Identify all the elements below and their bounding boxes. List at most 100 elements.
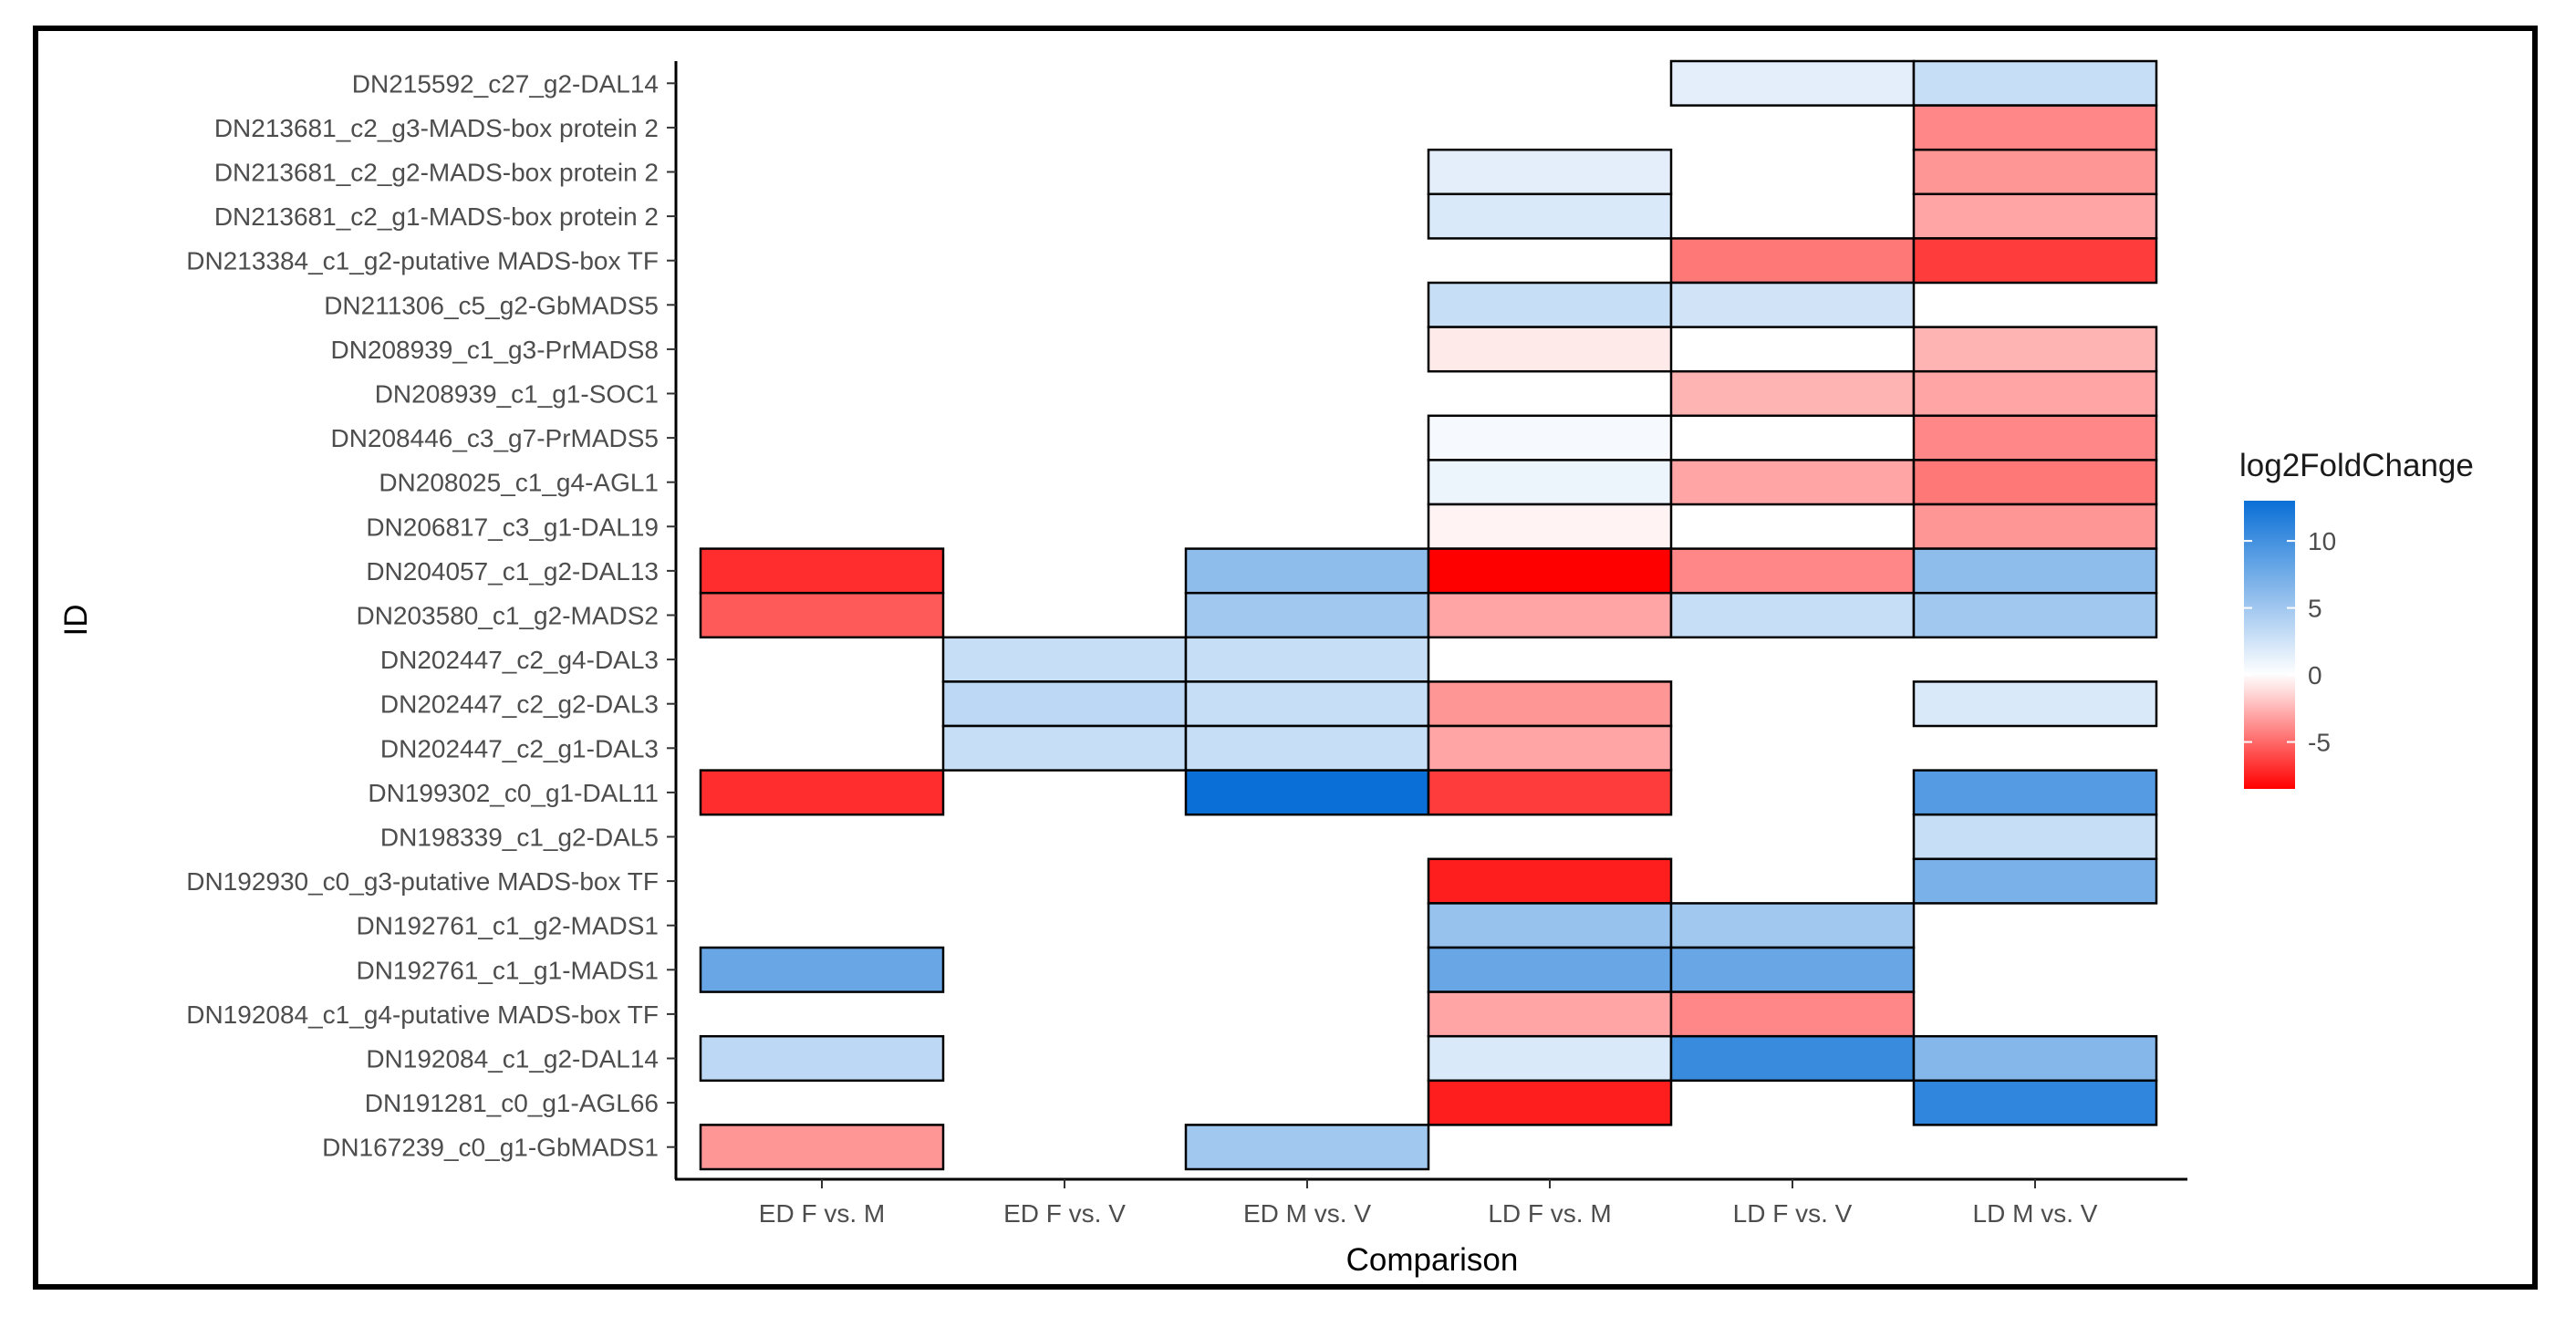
heatmap-cell bbox=[699, 591, 945, 639]
y-tick-label: DN213384_c1_g2-putative MADS-box TF bbox=[186, 247, 659, 275]
heatmap-cell bbox=[1912, 1034, 2158, 1083]
heatmap-cell bbox=[1669, 237, 1916, 285]
heatmap-cell bbox=[1669, 946, 1916, 993]
y-tick-labels: DN215592_c27_g2-DAL14 DN213681_c2_g3-MADS… bbox=[186, 69, 676, 1162]
heatmap-cell bbox=[1912, 414, 2158, 461]
heatmap-cell bbox=[1669, 547, 1916, 595]
heatmap-cell bbox=[1912, 104, 2158, 151]
heatmap-cell bbox=[1912, 326, 2158, 373]
legend-tick-label: 10 bbox=[2308, 527, 2336, 555]
heatmap-cell bbox=[699, 547, 945, 595]
heatmap-cell bbox=[1912, 1079, 2158, 1126]
y-tick-label: DN191281_c0_g1-AGL66 bbox=[365, 1089, 659, 1117]
y-axis-title: ID bbox=[58, 605, 94, 637]
heatmap-cell bbox=[1912, 547, 2158, 595]
y-tick-label: DN192761_c1_g2-MADS1 bbox=[356, 912, 659, 940]
legend-ticks: 10 5 0 -5 bbox=[2244, 527, 2336, 757]
heatmap-cell bbox=[699, 1124, 945, 1171]
heatmap-cell bbox=[1912, 591, 2158, 639]
heatmap-cell bbox=[699, 946, 945, 993]
heatmap-cell bbox=[699, 1034, 945, 1083]
y-tick-label: DN211306_c5_g2-GbMADS5 bbox=[324, 291, 659, 319]
heatmap-cell bbox=[1669, 591, 1916, 639]
y-tick-label: DN208446_c3_g7-PrMADS5 bbox=[330, 424, 659, 452]
y-tick-label: DN208939_c1_g3-PrMADS8 bbox=[330, 336, 659, 364]
heatmap-cell bbox=[1669, 59, 1916, 107]
heatmap-cell bbox=[1427, 990, 1673, 1038]
y-tick-label: DN208939_c1_g1-SOC1 bbox=[375, 380, 659, 409]
legend-title: log2FoldChange bbox=[2239, 448, 2474, 483]
heatmap-cell bbox=[1912, 369, 2158, 418]
heatmap-cell bbox=[1184, 591, 1430, 639]
y-tick-label: DN208025_c1_g4-AGL1 bbox=[379, 469, 659, 497]
y-tick-label: DN213681_c2_g1-MADS-box protein 2 bbox=[214, 202, 659, 231]
heatmap-cell bbox=[1184, 680, 1430, 728]
heatmap-cell bbox=[1669, 902, 1916, 949]
heatmap-cell bbox=[1427, 902, 1673, 949]
heatmap-cell bbox=[1184, 724, 1430, 772]
heatmap-cell bbox=[1912, 503, 2158, 550]
heatmap-cell bbox=[1669, 369, 1916, 418]
y-tick-label: DN192084_c1_g4-putative MADS-box TF bbox=[186, 1000, 659, 1029]
heatmap-cell bbox=[1427, 326, 1673, 373]
heatmap-cell bbox=[1427, 591, 1673, 639]
heatmap-cells bbox=[699, 59, 2158, 1171]
x-tick-labels: ED F vs. M ED F vs. V ED M vs. V LD F vs. M… bbox=[759, 1179, 2098, 1228]
heatmap-cell bbox=[699, 769, 945, 816]
y-tick-label: DN192084_c1_g2-DAL14 bbox=[366, 1045, 659, 1073]
heatmap-cell bbox=[1912, 769, 2158, 816]
heatmap-cell bbox=[1427, 857, 1673, 905]
y-tick-label: DN213681_c2_g2-MADS-box protein 2 bbox=[214, 159, 659, 187]
legend-tick-label: 5 bbox=[2308, 595, 2322, 623]
heatmap-cell bbox=[1669, 990, 1916, 1038]
legend-tick-label: 0 bbox=[2308, 661, 2322, 689]
heatmap-cell bbox=[1912, 459, 2158, 506]
y-tick-label: DN202447_c2_g4-DAL3 bbox=[380, 646, 659, 674]
legend-color-bar bbox=[2244, 501, 2295, 789]
heatmap-cell bbox=[1912, 680, 2158, 728]
heatmap-cell bbox=[1184, 769, 1430, 816]
heatmap-cell bbox=[1184, 636, 1430, 683]
y-tick-label: DN204057_c1_g2-DAL13 bbox=[366, 557, 659, 586]
heatmap-cell bbox=[941, 724, 1188, 772]
x-tick-label: LD F vs. M bbox=[1488, 1199, 1611, 1228]
x-tick-label: ED F vs. V bbox=[1003, 1199, 1126, 1228]
heatmap-cell bbox=[1427, 680, 1673, 728]
heatmap-cell bbox=[1427, 769, 1673, 816]
x-axis-title: Comparison bbox=[1346, 1242, 1519, 1278]
heatmap-cell bbox=[1184, 1124, 1430, 1171]
heatmap-cell bbox=[1427, 547, 1673, 595]
heatmap-cell bbox=[1669, 1034, 1916, 1083]
heatmap-cell bbox=[1912, 148, 2158, 196]
heatmap-cell bbox=[1912, 59, 2158, 107]
x-tick-label: LD M vs. V bbox=[1973, 1199, 2098, 1228]
heatmap-cell bbox=[1184, 547, 1430, 595]
color-legend: log2FoldChange 10 5 0 -5 bbox=[2239, 448, 2474, 789]
y-tick-label: DN167239_c0_g1-GbMADS1 bbox=[322, 1134, 659, 1162]
heatmap-cell bbox=[1427, 503, 1673, 550]
y-tick-label: DN198339_c1_g2-DAL5 bbox=[380, 824, 659, 852]
axes bbox=[674, 61, 2187, 1181]
heatmap-cell bbox=[1427, 281, 1673, 328]
y-tick-label: DN192930_c0_g3-putative MADS-box TF bbox=[186, 867, 659, 896]
heatmap-cell bbox=[1427, 414, 1673, 461]
heatmap-cell bbox=[1912, 813, 2158, 861]
heatmap-cell bbox=[1669, 281, 1916, 328]
y-tick-label: DN203580_c1_g2-MADS2 bbox=[356, 602, 659, 630]
x-tick-label: ED F vs. M bbox=[759, 1199, 885, 1228]
heatmap-cell bbox=[941, 636, 1188, 683]
y-tick-label: DN206817_c3_g1-DAL19 bbox=[366, 513, 659, 541]
y-tick-label: DN202447_c2_g1-DAL3 bbox=[380, 734, 659, 762]
x-tick-label: ED M vs. V bbox=[1243, 1199, 1371, 1228]
y-tick-label: DN199302_c0_g1-DAL11 bbox=[368, 779, 659, 807]
heatmap-cell bbox=[941, 680, 1188, 728]
heatmap-cell bbox=[1427, 946, 1673, 993]
heatmap-cell bbox=[1427, 459, 1673, 506]
y-tick-label: DN213681_c2_g3-MADS-box protein 2 bbox=[214, 114, 659, 142]
legend-tick-label: -5 bbox=[2308, 729, 2331, 757]
heatmap-cell bbox=[1427, 724, 1673, 772]
heatmap-cell bbox=[1427, 1079, 1673, 1126]
heatmap-cell bbox=[1427, 1034, 1673, 1083]
heatmap-cell bbox=[1912, 857, 2158, 905]
